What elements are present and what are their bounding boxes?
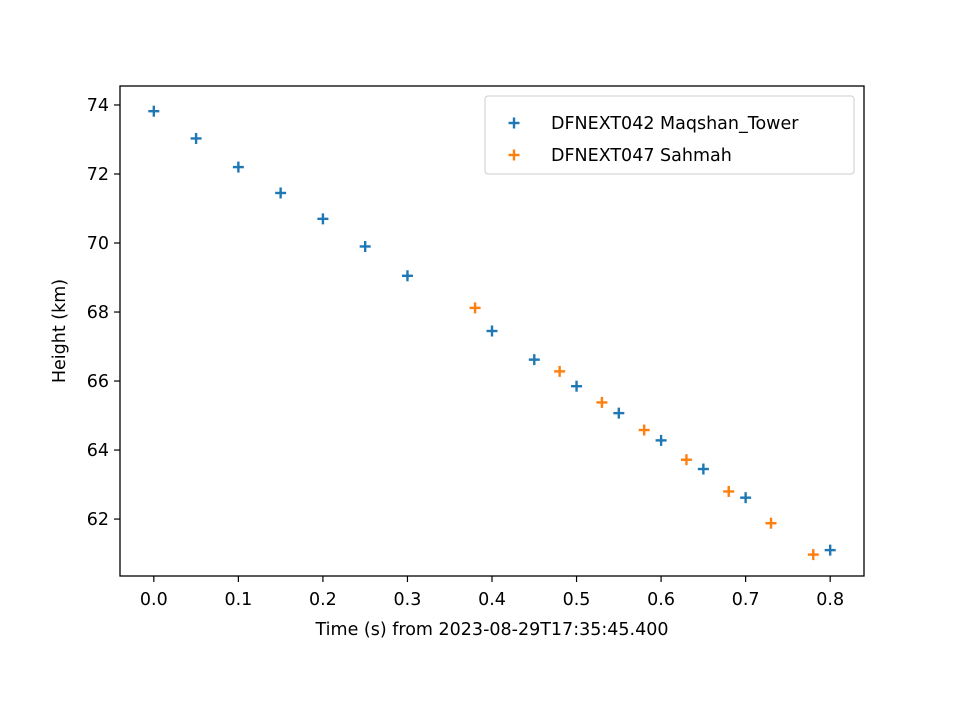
x-tick-label: 0.0	[140, 590, 168, 610]
data-point	[148, 105, 160, 117]
legend-box	[484, 95, 855, 175]
y-axis-label: Height (km)	[50, 279, 70, 383]
data-point	[571, 380, 583, 392]
x-tick-label: 0.6	[647, 590, 675, 610]
data-point	[528, 354, 540, 366]
data-point	[765, 517, 777, 529]
data-point	[596, 396, 608, 408]
x-tick-label: 0.5	[563, 590, 591, 610]
data-point	[807, 549, 819, 561]
x-axis: 0.0 0.1 0.2 0.3 0.4 0.5 0.6 0.7 0.8	[140, 576, 844, 610]
y-tick-label: 74	[87, 96, 109, 116]
x-axis-label: Time (s) from 2023-08-29T17:35:45.400	[315, 620, 669, 640]
data-point	[723, 485, 735, 497]
data-point	[740, 492, 752, 504]
data-point	[275, 187, 287, 199]
x-tick-label: 0.8	[816, 590, 844, 610]
legend: DFNEXT042 Maqshan_Tower DFNEXT047 Sahmah	[484, 95, 855, 175]
y-tick-label: 72	[87, 165, 109, 185]
data-point	[190, 132, 202, 144]
data-point	[359, 240, 371, 252]
x-tick-label: 0.7	[732, 590, 760, 610]
data-point	[317, 213, 329, 225]
x-tick-label: 0.1	[224, 590, 252, 610]
y-tick-label: 64	[87, 441, 109, 461]
series-2	[469, 302, 819, 561]
data-point	[824, 544, 836, 556]
data-point	[655, 434, 667, 446]
legend-marker	[508, 117, 520, 129]
data-point	[613, 407, 625, 419]
legend-marker	[508, 149, 520, 161]
x-tick-label: 0.2	[309, 590, 337, 610]
legend-label: DFNEXT042 Maqshan_Tower	[551, 114, 799, 134]
legend-label: DFNEXT047 Sahmah	[551, 146, 732, 166]
y-tick-label: 66	[87, 372, 109, 392]
x-tick-label: 0.3	[394, 590, 422, 610]
data-point	[232, 161, 244, 173]
plot-frame	[119, 85, 865, 577]
x-tick-label: 0.4	[478, 590, 506, 610]
y-tick-label: 70	[87, 234, 109, 254]
data-point	[469, 302, 481, 314]
data-point	[554, 365, 566, 377]
data-point	[638, 424, 650, 436]
y-tick-label: 62	[87, 510, 109, 530]
data-point	[680, 454, 692, 466]
data-point	[697, 463, 709, 475]
data-point	[486, 325, 498, 337]
series-1	[148, 105, 836, 556]
data-point	[401, 270, 413, 282]
y-tick-label: 68	[87, 303, 109, 323]
plot-area	[148, 105, 836, 561]
y-axis: 62 64 66 68 70 72 74	[87, 96, 120, 530]
